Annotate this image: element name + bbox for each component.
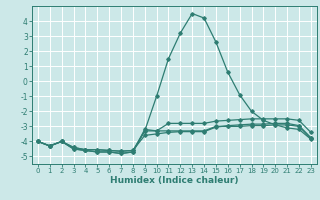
X-axis label: Humidex (Indice chaleur): Humidex (Indice chaleur) [110, 176, 239, 185]
